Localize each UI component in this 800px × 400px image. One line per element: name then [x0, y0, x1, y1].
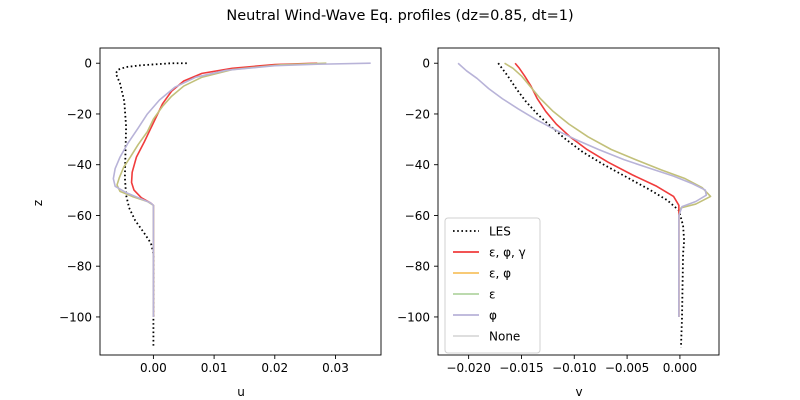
x-tick-label: −0.015	[499, 361, 543, 375]
y-tick-label: −40	[405, 158, 430, 172]
y-tick-label: −60	[405, 209, 430, 223]
x-tick-label: 0.02	[261, 361, 288, 375]
axes-frame	[437, 47, 720, 356]
series-line-eps-phi	[116, 62, 327, 317]
x-tick-label: 0.01	[201, 361, 228, 375]
y-tick-label: −80	[405, 260, 430, 274]
y-tick-label: −20	[405, 107, 430, 121]
x-tick-label: 0.000	[663, 361, 697, 375]
y-tick-label: −20	[67, 107, 92, 121]
series-line-les	[497, 62, 686, 348]
series-line-phi	[112, 62, 371, 317]
left-axes-u-profile: 0.00 0.01 0.02 0.03 0 −20 −40 −60 −80 −100	[59, 47, 382, 375]
legend-label-eps-phi-gamma: ε, φ, γ	[489, 246, 526, 260]
x-tick-label: −0.010	[552, 361, 596, 375]
x-tick-label: −0.020	[446, 361, 490, 375]
y-tick-label: −60	[67, 209, 92, 223]
y-tick-label: −40	[67, 158, 92, 172]
legend: LES ε, φ, γ ε, φ εφ None	[444, 217, 541, 354]
axes-frame	[99, 47, 382, 356]
legend-label-none: None	[489, 330, 520, 344]
y-tick-label: 0	[84, 57, 92, 71]
x-tick-label: −0.005	[605, 361, 649, 375]
legend-label-les: LES	[489, 225, 511, 239]
series-line-eps-phi-gamma	[514, 62, 680, 317]
y-tick-label: −80	[67, 260, 92, 274]
series-line-phi	[457, 62, 708, 317]
y-tick-label: −100	[59, 310, 92, 324]
right-x-axis-label: v	[575, 385, 582, 399]
x-tick-label: 0.00	[140, 361, 167, 375]
x-tick-label: 0.03	[322, 361, 349, 375]
series-line-les	[114, 62, 187, 348]
series-line-eps-phi	[504, 62, 712, 317]
legend-label-phi: φ	[489, 309, 497, 323]
legend-label-eps: ε	[489, 288, 496, 302]
y-tick-label: 0	[422, 57, 430, 71]
right-axes-v-profile: −0.020 −0.015 −0.010 −0.005 0.000 0 −20 −40 −60 −…	[397, 47, 720, 375]
legend-label-eps-phi: ε, φ	[489, 267, 511, 281]
y-tick-label: −100	[397, 310, 430, 324]
left-y-axis-label: z	[31, 200, 45, 206]
figure-title: Neutral Wind-Wave Eq. profiles (dz=0.85,…	[226, 8, 573, 24]
left-x-axis-label: u	[237, 385, 245, 399]
